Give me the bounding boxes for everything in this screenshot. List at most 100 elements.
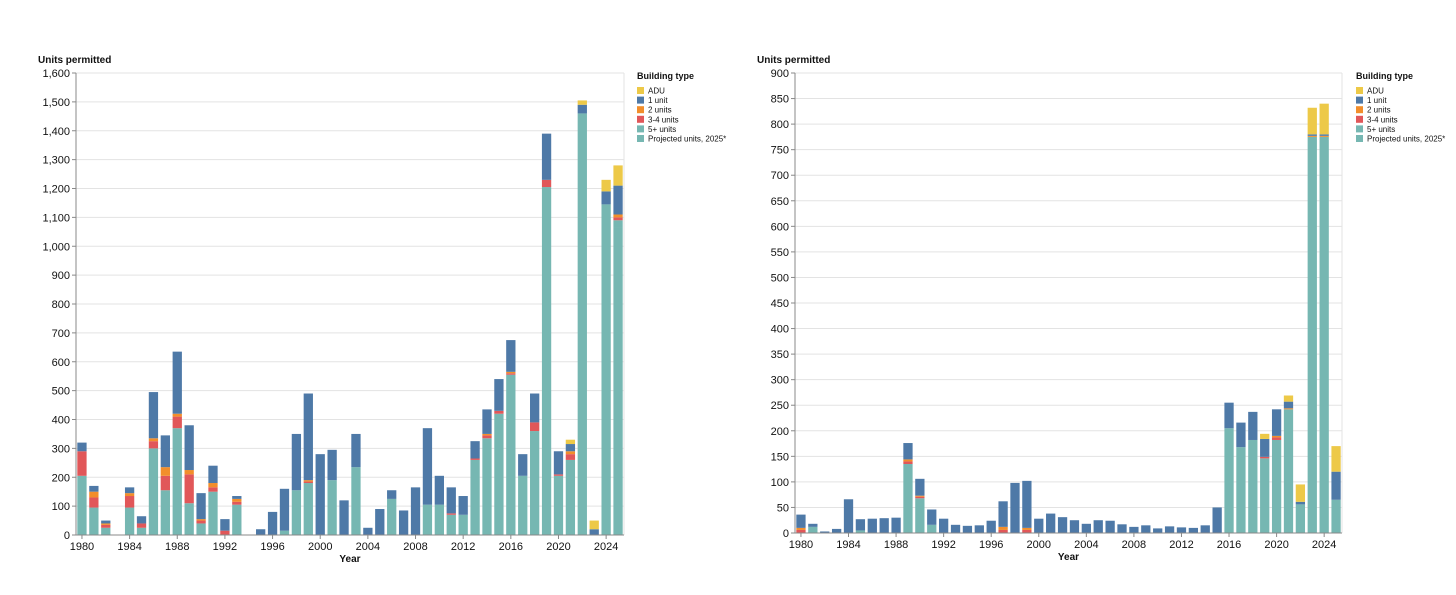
- chart-0-bar-1982-5-units: [101, 527, 111, 535]
- chart-0-y-tick-label: 1,400: [42, 126, 70, 138]
- chart-0-x-tick-label: 2000: [308, 541, 332, 553]
- chart-1-bar-2003-1-unit: [1069, 520, 1080, 533]
- chart-1-bar-1990-3-4-units: [915, 496, 925, 499]
- chart-1-bar-2016-1-unit: [1224, 402, 1234, 429]
- chart-1-bar-2012-1-unit: [1176, 527, 1187, 533]
- chart-0-bar-2011-3-4-units: [446, 513, 456, 515]
- chart-0-legend-swatch-2-units: [637, 106, 644, 114]
- chart-1-bar-1989-2-units: [903, 459, 913, 462]
- chart-0-bar-2000-1-unit: [315, 454, 325, 535]
- chart-1-bar-2023-5-units: [1307, 136, 1317, 533]
- chart-1-legend-title: Building type: [1356, 71, 1413, 81]
- chart-0-bar-1988-5-units: [172, 428, 182, 535]
- chart-0-bar-1997-1-unit: [279, 488, 290, 531]
- chart-0-bar-1982-1-unit: [101, 520, 111, 524]
- chart-1-bar-1989-1-unit: [903, 443, 913, 460]
- chart-0-bar-1980-5-units: [77, 475, 87, 535]
- chart-1-bar-1981-1-unit: [808, 523, 818, 527]
- chart-1-bar-2009-1-unit: [1141, 525, 1151, 533]
- chart-0-bar-2014-2-units: [482, 433, 492, 436]
- chart-1-bar-1989-5-units: [903, 464, 913, 533]
- chart-0-bar-1989-2-units: [184, 470, 194, 475]
- chart-1-bar-2024-5-units: [1319, 136, 1329, 533]
- chart-0-bar-2011-5-units: [446, 514, 456, 535]
- chart-0-bar-2007-1-unit: [398, 510, 409, 535]
- chart-0-bar-2015-3-4-units: [494, 410, 504, 414]
- chart-1-bar-1980-3-4-units: [796, 529, 806, 533]
- chart-0-bar-2021-adu: [565, 439, 576, 445]
- chart-1-bar-1997-1-unit: [998, 501, 1008, 527]
- chart-1-x-tick-label: 2000: [1027, 539, 1051, 551]
- chart-0-bar-2009-1-unit: [422, 428, 433, 505]
- chart-0-bar-1989-5-units: [184, 503, 194, 535]
- chart-1-bar-1982-1-unit: [820, 531, 830, 533]
- chart-0-bar-2017-1-unit: [518, 454, 528, 476]
- chart-1-legend-label-3-4-units: 3-4 units: [1367, 115, 1398, 124]
- chart-1-bar-2017-5-units: [1236, 447, 1246, 533]
- chart-0-bar-1993-3-4-units: [232, 501, 242, 505]
- chart-1-bar-2025-adu: [1331, 446, 1341, 472]
- chart-1-y-tick-label: 350: [771, 349, 789, 361]
- chart-1-bar-1991-5-units: [927, 524, 937, 533]
- chart-1-legend-swatch-3-4-units: [1356, 115, 1363, 123]
- chart-0-bar-1984-5-units: [124, 507, 135, 535]
- chart-0-bar-1987-3-4-units: [160, 475, 170, 491]
- chart-0-legend-label-adu: ADU: [648, 87, 665, 96]
- chart-0-bar-2025-2-units: [613, 214, 623, 218]
- chart-1-bar-1984-1-unit: [843, 499, 854, 533]
- chart-0-x-axis-title: Year: [339, 554, 360, 565]
- chart-1-bar-2007-1-unit: [1117, 524, 1127, 533]
- chart-0-x-tick-label: 1984: [117, 541, 141, 553]
- chart-0-bar-2020-1-unit: [553, 451, 564, 475]
- chart-0-y-tick-label: 0: [64, 530, 70, 542]
- chart-1-bar-2022-5-units: [1295, 504, 1306, 533]
- chart-panel-right: Units permitted 0 50 100 150 200 250 300 350 400 4…: [728, 0, 1456, 595]
- chart-1-bar-1990-1-unit: [915, 478, 925, 496]
- chart-0-bar-1986-3-4-units: [148, 441, 159, 449]
- chart-0-bar-2019-1-unit: [541, 133, 552, 180]
- chart-1-bar-2019-3-4-units: [1260, 456, 1270, 459]
- chart-0-bar-1987-1-unit: [160, 435, 170, 468]
- chart-0-bar-2015-1-unit: [494, 379, 504, 411]
- chart-1-legend-label-5-units: 5+ units: [1367, 125, 1395, 134]
- chart-0-bar-1988-1-unit: [172, 351, 182, 414]
- chart-1-y-tick-label: 0: [783, 528, 789, 540]
- chart-0-bar-2009-5-units: [422, 504, 433, 535]
- chart-0-bar-1980-3-4-units: [77, 451, 87, 476]
- chart-0-bar-1990-2-units: [196, 519, 206, 521]
- chart-0-bar-2021-1-unit: [565, 444, 576, 452]
- chart-0-bar-2013-5-units: [470, 459, 480, 535]
- chart-0-bar-2014-1-unit: [482, 409, 492, 434]
- chart-1-bar-2022-adu: [1295, 484, 1306, 502]
- chart-0-x-tick-label: 2004: [356, 541, 380, 553]
- chart-0-bar-1990-3-4-units: [196, 520, 206, 524]
- chart-1-bar-2013-1-unit: [1188, 527, 1198, 533]
- chart-1-bar-1994-1-unit: [962, 525, 973, 533]
- chart-1-y-tick-label: 50: [777, 502, 789, 514]
- chart-right: Units permitted 0 50 100 150 200 250 300 350 400 4…: [757, 55, 1445, 563]
- chart-0-bar-1982-3-4-units: [101, 524, 111, 528]
- chart-0-bar-2021-3-4-units: [565, 454, 576, 460]
- chart-1-y-axis-title: Units permitted: [757, 55, 830, 66]
- chart-1-bar-1993-1-unit: [950, 524, 961, 533]
- chart-0-bar-1985-3-4-units: [136, 523, 147, 528]
- chart-0-y-tick-label: 200: [52, 472, 70, 484]
- chart-1-bar-2024-1-unit: [1319, 134, 1329, 136]
- chart-1-bar-1983-1-unit: [831, 528, 842, 533]
- chart-0-bar-2019-3-4-units: [541, 179, 552, 188]
- chart-0-x-tick-label: 2016: [499, 541, 523, 553]
- chart-0-legend-label-2-units: 2 units: [648, 106, 672, 115]
- chart-0-bar-1992-3-4-units: [220, 530, 230, 535]
- chart-0-bar-1987-5-units: [160, 490, 170, 535]
- chart-1-bar-2018-5-units: [1248, 439, 1258, 533]
- chart-0-bar-2021-2-units: [565, 451, 576, 455]
- chart-0-bar-2012-1-unit: [458, 496, 468, 515]
- chart-1-bar-2024-adu: [1319, 103, 1329, 135]
- chart-0-bar-2024-adu: [601, 179, 611, 192]
- chart-1-bar-2022-1-unit: [1295, 501, 1306, 505]
- chart-1-bar-1985-5-units: [855, 530, 866, 533]
- chart-0-x-tick-label: 1996: [260, 541, 284, 553]
- chart-1-bar-2020-3-4-units: [1271, 437, 1282, 440]
- chart-0-bar-2014-5-units: [482, 438, 492, 535]
- chart-0-bar-1986-2-units: [148, 438, 159, 442]
